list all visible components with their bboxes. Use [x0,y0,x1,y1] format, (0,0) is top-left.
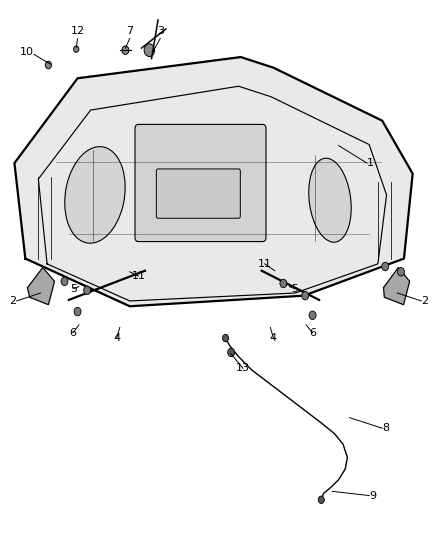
Text: 5: 5 [292,284,299,294]
FancyBboxPatch shape [156,169,240,218]
Circle shape [382,262,389,271]
Circle shape [144,44,155,56]
Circle shape [61,277,68,286]
Circle shape [228,348,235,357]
Polygon shape [384,268,410,305]
Circle shape [122,46,129,54]
Circle shape [318,496,324,504]
Circle shape [302,292,309,300]
Text: 13: 13 [236,364,250,373]
Text: 5: 5 [70,284,77,294]
Circle shape [74,308,81,316]
Text: 6: 6 [70,328,77,338]
Ellipse shape [65,147,125,243]
Circle shape [223,334,229,342]
Circle shape [309,311,316,319]
Text: 2: 2 [421,296,428,306]
Polygon shape [28,268,54,305]
Text: 11: 11 [258,259,272,269]
Text: 10: 10 [20,47,34,56]
Text: 4: 4 [113,333,120,343]
Text: 1: 1 [367,158,374,168]
Polygon shape [14,57,413,306]
Text: 3: 3 [157,26,164,36]
Circle shape [74,46,79,52]
Circle shape [84,286,91,295]
Text: 12: 12 [71,26,85,36]
Circle shape [280,279,287,288]
Text: 4: 4 [270,333,277,343]
Text: 9: 9 [369,490,376,500]
Text: 8: 8 [382,423,389,433]
Text: 6: 6 [309,328,316,338]
FancyBboxPatch shape [135,124,266,241]
Text: 2: 2 [10,296,17,306]
Circle shape [46,61,51,69]
Text: 7: 7 [126,26,133,36]
Circle shape [397,268,404,276]
Ellipse shape [309,158,351,242]
Text: 11: 11 [131,271,145,281]
